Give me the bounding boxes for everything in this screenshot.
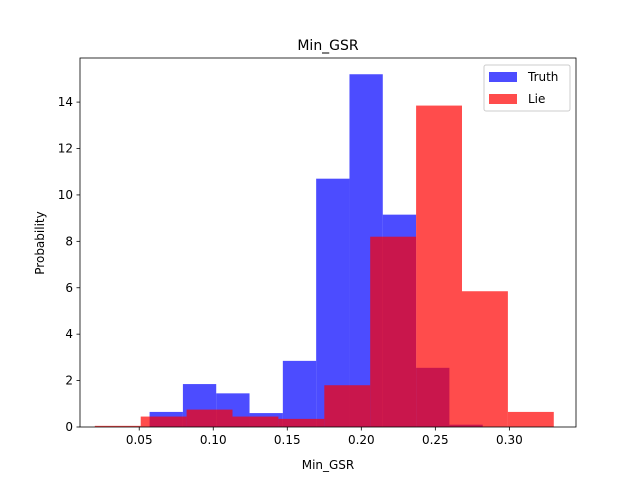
y-tick-label: 10 (58, 188, 73, 202)
bar-lie-9 (507, 411, 554, 427)
bars-layer (94, 74, 554, 427)
y-tick-label: 0 (65, 420, 73, 434)
legend-swatch-lie (489, 94, 517, 104)
axes-frame (79, 57, 577, 428)
y-tick-label: 2 (65, 374, 73, 388)
bar-lie-2 (186, 409, 233, 427)
legend-label-truth: Truth (527, 70, 558, 84)
bar-lie-1 (140, 416, 187, 427)
bar-truth-4 (282, 360, 317, 427)
legend: Truth Lie (483, 64, 571, 112)
bar-lie-4 (278, 418, 325, 427)
bar-lie-3 (232, 416, 279, 427)
x-tick-label: 0.25 (422, 433, 449, 447)
y-tick-label: 4 (65, 327, 73, 341)
axes-layer (79, 57, 577, 428)
legend-swatch-truth (489, 72, 517, 82)
chart-title: Min_GSR (297, 38, 359, 54)
bar-lie-0 (94, 425, 141, 427)
y-tick-label: 6 (65, 281, 73, 295)
x-tick-label: 0.10 (200, 433, 227, 447)
bar-lie-7 (416, 105, 462, 427)
x-tick-label: 0.15 (274, 433, 301, 447)
x-axis-label: Min_GSR (302, 458, 355, 472)
bar-lie-5 (324, 385, 371, 427)
y-tick-label: 12 (58, 142, 73, 156)
x-tick-label: 0.30 (496, 433, 523, 447)
x-tick-label: 0.20 (348, 433, 375, 447)
bar-lie-6 (370, 236, 417, 427)
y-tick-label: 8 (65, 234, 73, 248)
y-tick-label: 14 (58, 95, 73, 109)
legend-label-lie: Lie (528, 92, 545, 106)
ticks-layer: 0.05 0.10 0.15 0.20 0.25 0.30 0 2 4 6 8 10 12 14 (58, 95, 523, 447)
series-lie (94, 105, 554, 427)
bar-lie-8 (461, 291, 508, 427)
x-tick-label: 0.05 (126, 433, 153, 447)
y-axis-label: Probability (33, 211, 47, 274)
